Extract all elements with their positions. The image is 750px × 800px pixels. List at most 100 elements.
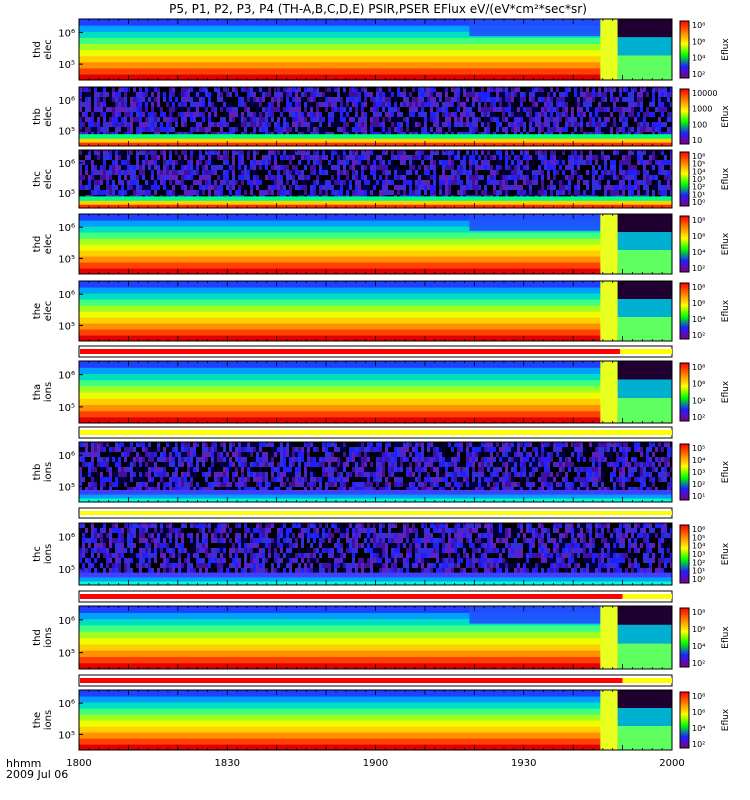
- noise-cell: [118, 112, 121, 117]
- noise-cell: [310, 487, 313, 492]
- noise-cell: [550, 87, 553, 92]
- noise-cell: [247, 175, 250, 180]
- noise-cell: [187, 155, 190, 160]
- noise-cell: [379, 457, 382, 462]
- noise-cell: [307, 482, 310, 487]
- noise-cell: [346, 487, 349, 492]
- noise-cell: [85, 175, 88, 180]
- noise-cell: [280, 185, 283, 190]
- noise-cell: [559, 102, 562, 107]
- noise-cell: [625, 107, 628, 112]
- noise-cell: [631, 97, 634, 102]
- noise-cell: [610, 112, 613, 117]
- noise-cell: [220, 190, 223, 195]
- noise-cell: [166, 117, 169, 122]
- noise-cell: [298, 112, 301, 117]
- noise-cell: [88, 155, 91, 160]
- noise-cell: [226, 175, 229, 180]
- noise-cell: [184, 92, 187, 97]
- noise-cell: [100, 102, 103, 107]
- noise-cell: [253, 180, 256, 185]
- noise-cell: [169, 160, 172, 165]
- noise-cell: [592, 122, 595, 127]
- noise-cell: [535, 92, 538, 97]
- noise-cell: [517, 160, 520, 165]
- noise-cell: [559, 92, 562, 97]
- noise-cell: [313, 477, 316, 482]
- noise-cell: [421, 87, 424, 92]
- noise-cell: [361, 165, 364, 170]
- noise-cell: [385, 160, 388, 165]
- noise-cell: [352, 92, 355, 97]
- noise-cell: [346, 190, 349, 195]
- noise-cell: [283, 447, 286, 452]
- noise-cell: [526, 185, 529, 190]
- noise-cell: [652, 102, 655, 107]
- noise-cell: [523, 97, 526, 102]
- noise-cell: [268, 175, 271, 180]
- noise-cell: [523, 190, 526, 195]
- noise-cell: [355, 150, 358, 155]
- noise-cell: [448, 117, 451, 122]
- noise-cell: [583, 180, 586, 185]
- noise-cell: [268, 457, 271, 462]
- noise-cell: [349, 150, 352, 155]
- noise-cell: [442, 442, 445, 447]
- noise-cell: [652, 97, 655, 102]
- noise-cell: [337, 155, 340, 160]
- noise-cell: [283, 185, 286, 190]
- noise-cell: [322, 477, 325, 482]
- noise-cell: [277, 92, 280, 97]
- noise-cell: [88, 87, 91, 92]
- noise-cell: [658, 185, 661, 190]
- noise-cell: [271, 175, 274, 180]
- noise-cell: [235, 180, 238, 185]
- noise-cell: [220, 127, 223, 132]
- noise-cell: [448, 122, 451, 127]
- noise-cell: [463, 102, 466, 107]
- noise-cell: [352, 190, 355, 195]
- noise-cell: [400, 452, 403, 457]
- noise-cell: [400, 457, 403, 462]
- noise-cell: [601, 117, 604, 122]
- flag-bar: [80, 349, 621, 354]
- y-axis-label: elec: [43, 106, 54, 127]
- noise-cell: [505, 122, 508, 127]
- noise-cell: [499, 155, 502, 160]
- noise-cell: [433, 112, 436, 117]
- noise-cell: [469, 452, 472, 457]
- noise-cell: [130, 117, 133, 122]
- noise-cell: [442, 150, 445, 155]
- noise-cell: [301, 457, 304, 462]
- noise-cell: [361, 472, 364, 477]
- noise-cell: [313, 160, 316, 165]
- noise-cell: [397, 117, 400, 122]
- noise-cell: [211, 102, 214, 107]
- noise-cell: [280, 155, 283, 160]
- noise-cell: [352, 467, 355, 472]
- noise-cell: [106, 170, 109, 175]
- noise-cell: [376, 180, 379, 185]
- noise-cell: [217, 487, 220, 492]
- noise-cell: [445, 457, 448, 462]
- noise-cell: [313, 150, 316, 155]
- noise-cell: [148, 442, 151, 447]
- noise-cell: [112, 180, 115, 185]
- noise-cell: [577, 107, 580, 112]
- noise-cell: [637, 150, 640, 155]
- noise-cell: [250, 442, 253, 447]
- noise-cell: [568, 180, 571, 185]
- noise-cell: [502, 442, 505, 447]
- noise-cell: [529, 185, 532, 190]
- noise-cell: [175, 107, 178, 112]
- noise-cell: [484, 190, 487, 195]
- noise-cell: [328, 482, 331, 487]
- noise-cell: [262, 462, 265, 467]
- noise-cell: [370, 482, 373, 487]
- noise-cell: [277, 175, 280, 180]
- noise-cell: [283, 457, 286, 462]
- colorbar-tick-label: 10²: [692, 331, 705, 340]
- noise-cell: [112, 150, 115, 155]
- noise-cell: [100, 472, 103, 477]
- noise-cell: [496, 155, 499, 160]
